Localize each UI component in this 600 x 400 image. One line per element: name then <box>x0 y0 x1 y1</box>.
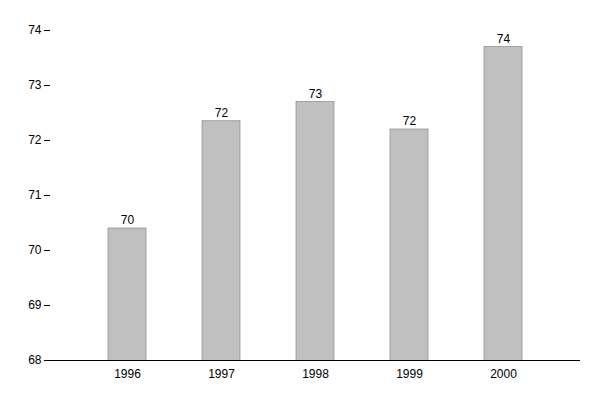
svg-text:70: 70 <box>28 243 42 257</box>
svg-text:69: 69 <box>28 298 42 312</box>
svg-text:68: 68 <box>28 353 42 367</box>
svg-text:72: 72 <box>403 114 417 128</box>
svg-text:2000: 2000 <box>490 367 517 381</box>
svg-text:1998: 1998 <box>302 367 329 381</box>
svg-text:73: 73 <box>28 78 42 92</box>
svg-text:72: 72 <box>28 133 42 147</box>
svg-text:74: 74 <box>497 32 511 46</box>
svg-text:70: 70 <box>121 213 135 227</box>
svg-text:73: 73 <box>309 87 323 101</box>
svg-text:1996: 1996 <box>114 367 141 381</box>
svg-text:1999: 1999 <box>396 367 423 381</box>
svg-text:72: 72 <box>215 106 229 120</box>
svg-text:71: 71 <box>28 188 42 202</box>
svg-text:74: 74 <box>28 23 42 37</box>
svg-text:1997: 1997 <box>208 367 235 381</box>
